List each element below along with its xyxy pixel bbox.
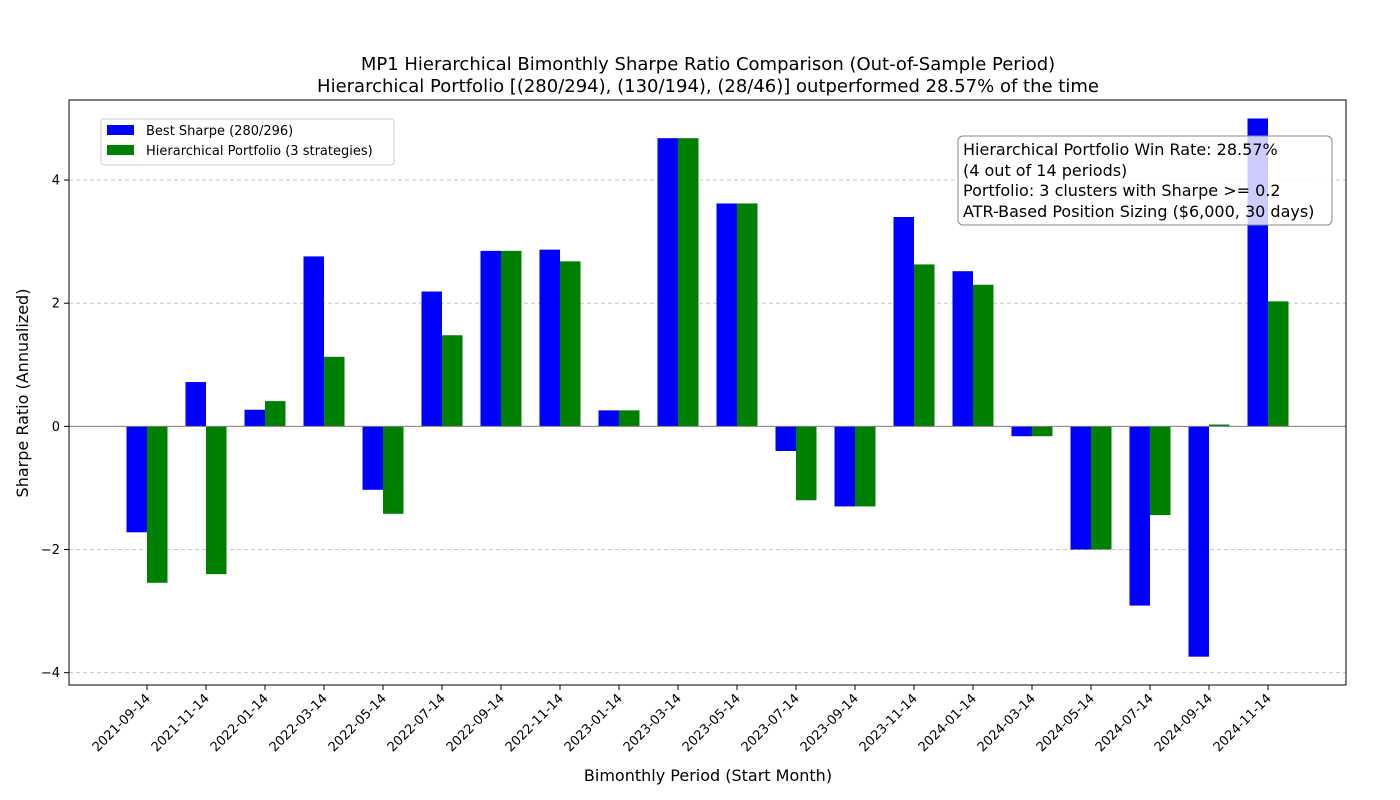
x-tick-label: 2023-07-14 (739, 691, 803, 755)
bar-best-sharpe-2022-03-14 (303, 256, 324, 427)
x-tick-label: 2024-01-14 (916, 691, 980, 755)
x-tick-label: 2022-11-14 (503, 691, 567, 755)
info-line-win-rate: Hierarchical Portfolio Win Rate: 28.57% (963, 140, 1278, 159)
y-axis-ticks: −4 −2 0 2 4 (41, 174, 69, 681)
bar-best-sharpe-2023-01-14 (598, 410, 619, 427)
bar-best-sharpe-2022-01-14 (244, 409, 265, 427)
bar-hierarchical-2024-01-14 (973, 284, 994, 427)
bar-hierarchical-2024-11-14 (1268, 301, 1289, 427)
y-tick-label: −4 (41, 666, 60, 681)
x-tick-label: 2024-07-14 (1093, 691, 1157, 755)
bar-hierarchical-2022-01-14 (265, 401, 286, 427)
bar-hierarchical-2021-09-14 (147, 426, 168, 583)
y-tick-label: 0 (52, 420, 60, 435)
bar-best-sharpe-2024-07-14 (1129, 426, 1150, 606)
bar-hierarchical-2022-09-14 (501, 250, 522, 427)
x-tick-label: 2024-05-14 (1034, 691, 1098, 755)
y-tick-label: 4 (52, 174, 60, 189)
info-line-portfolio: Portfolio: 3 clusters with Sharpe >= 0.2 (963, 181, 1281, 200)
bar-hierarchical-2021-11-14 (206, 426, 227, 575)
legend-swatch-best-sharpe (107, 125, 134, 135)
bar-best-sharpe-2023-11-14 (893, 217, 914, 427)
x-axis-ticks: 2021-09-142021-11-142022-01-142022-03-14… (90, 685, 1275, 755)
x-tick-label: 2022-01-14 (208, 691, 272, 755)
bar-hierarchical-2022-05-14 (383, 426, 404, 514)
bar-hierarchical-2024-05-14 (1091, 426, 1112, 550)
x-tick-label: 2023-09-14 (798, 691, 862, 755)
y-tick-label: −2 (41, 543, 60, 558)
bar-hierarchical-2023-07-14 (796, 426, 817, 501)
y-axis-label: Sharpe Ratio (Annualized) (13, 289, 32, 498)
bar-best-sharpe-2021-09-14 (126, 426, 147, 533)
bar-hierarchical-2022-03-14 (324, 356, 345, 427)
x-tick-label: 2023-11-14 (857, 691, 921, 755)
x-tick-label: 2024-03-14 (975, 691, 1039, 755)
legend: Best Sharpe (280/296) Hierarchical Portf… (100, 118, 395, 166)
bar-hierarchical-2024-09-14 (1209, 424, 1230, 427)
bar-hierarchical-2023-11-14 (914, 264, 935, 427)
info-box-frame (957, 135, 1333, 226)
x-tick-label: 2021-11-14 (149, 691, 213, 755)
bar-best-sharpe-2024-01-14 (952, 271, 973, 427)
y-tick-label: 2 (52, 297, 60, 312)
bar-best-sharpe-2024-09-14 (1188, 426, 1209, 657)
x-tick-label: 2022-09-14 (444, 691, 508, 755)
bar-hierarchical-2023-05-14 (737, 203, 758, 427)
bar-hierarchical-2023-09-14 (855, 426, 876, 507)
bar-best-sharpe-2022-07-14 (421, 291, 442, 427)
chart-title-line2: Hierarchical Portfolio [(280/294), (130/… (317, 76, 1099, 97)
bar-best-sharpe-2022-11-14 (539, 249, 560, 427)
x-axis-label: Bimonthly Period (Start Month) (584, 766, 832, 785)
bar-best-sharpe-2023-09-14 (834, 426, 855, 507)
bar-best-sharpe-2023-05-14 (716, 203, 737, 427)
x-tick-label: 2024-11-14 (1211, 691, 1275, 755)
x-tick-label: 2021-09-14 (90, 691, 154, 755)
info-line-periods: (4 out of 14 periods) (963, 161, 1127, 180)
bar-best-sharpe-2024-05-14 (1070, 426, 1091, 550)
x-tick-label: 2024-09-14 (1152, 691, 1216, 755)
bar-hierarchical-2022-11-14 (560, 261, 581, 427)
legend-swatch-hierarchical (107, 145, 134, 155)
bar-hierarchical-2023-03-14 (678, 138, 699, 427)
info-line-sizing: ATR-Based Position Sizing ($6,000, 30 da… (963, 202, 1314, 221)
legend-label-best-sharpe: Best Sharpe (280/296) (146, 124, 293, 139)
plot-frame (68, 99, 1347, 686)
bar-best-sharpe-2021-11-14 (185, 382, 206, 427)
x-tick-label: 2023-03-14 (621, 691, 685, 755)
x-tick-label: 2023-05-14 (680, 691, 744, 755)
bar-best-sharpe-2023-07-14 (775, 426, 796, 451)
bars-group (126, 118, 1289, 657)
bar-hierarchical-2024-07-14 (1150, 426, 1171, 516)
bar-hierarchical-2023-01-14 (619, 410, 640, 427)
bar-best-sharpe-2022-09-14 (480, 250, 501, 427)
bar-hierarchical-2024-03-14 (1032, 426, 1053, 437)
bar-best-sharpe-2022-05-14 (362, 426, 383, 490)
x-tick-label: 2022-03-14 (267, 691, 331, 755)
info-box: Hierarchical Portfolio Win Rate: 28.57% … (957, 135, 1333, 226)
bar-best-sharpe-2024-03-14 (1011, 426, 1032, 437)
legend-box (100, 118, 395, 166)
bar-hierarchical-2022-07-14 (442, 335, 463, 427)
chart-title-line1: MP1 Hierarchical Bimonthly Sharpe Ratio … (361, 54, 1055, 75)
x-tick-label: 2022-05-14 (326, 691, 390, 755)
x-tick-label: 2022-07-14 (385, 691, 449, 755)
legend-label-hierarchical: Hierarchical Portfolio (3 strategies) (146, 144, 373, 159)
bar-best-sharpe-2023-03-14 (657, 138, 678, 427)
x-tick-label: 2023-01-14 (562, 691, 626, 755)
